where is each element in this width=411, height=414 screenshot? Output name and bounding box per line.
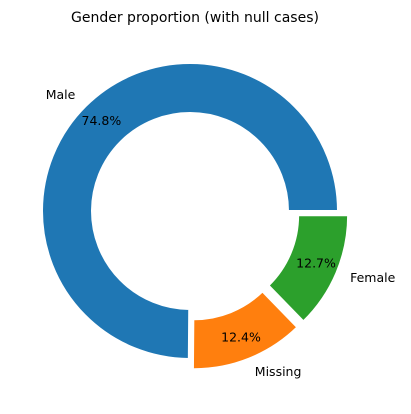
slice-missing bbox=[191, 290, 299, 371]
labels-group: Male 74.8% Missing 12.4% Female 12.7% bbox=[46, 87, 396, 379]
pct-label-female: 12.7% bbox=[296, 256, 336, 271]
pct-label-missing: 12.4% bbox=[221, 329, 261, 344]
slice-male bbox=[41, 62, 340, 361]
slice-label-female: Female bbox=[350, 270, 396, 285]
slice-label-missing: Missing bbox=[255, 364, 302, 379]
pct-label-male: 74.8% bbox=[82, 113, 122, 128]
slice-label-male: Male bbox=[46, 87, 76, 102]
slice-female bbox=[267, 214, 350, 323]
slices-group bbox=[41, 62, 350, 371]
chart-title: Gender proportion (with null cases) bbox=[71, 10, 319, 26]
